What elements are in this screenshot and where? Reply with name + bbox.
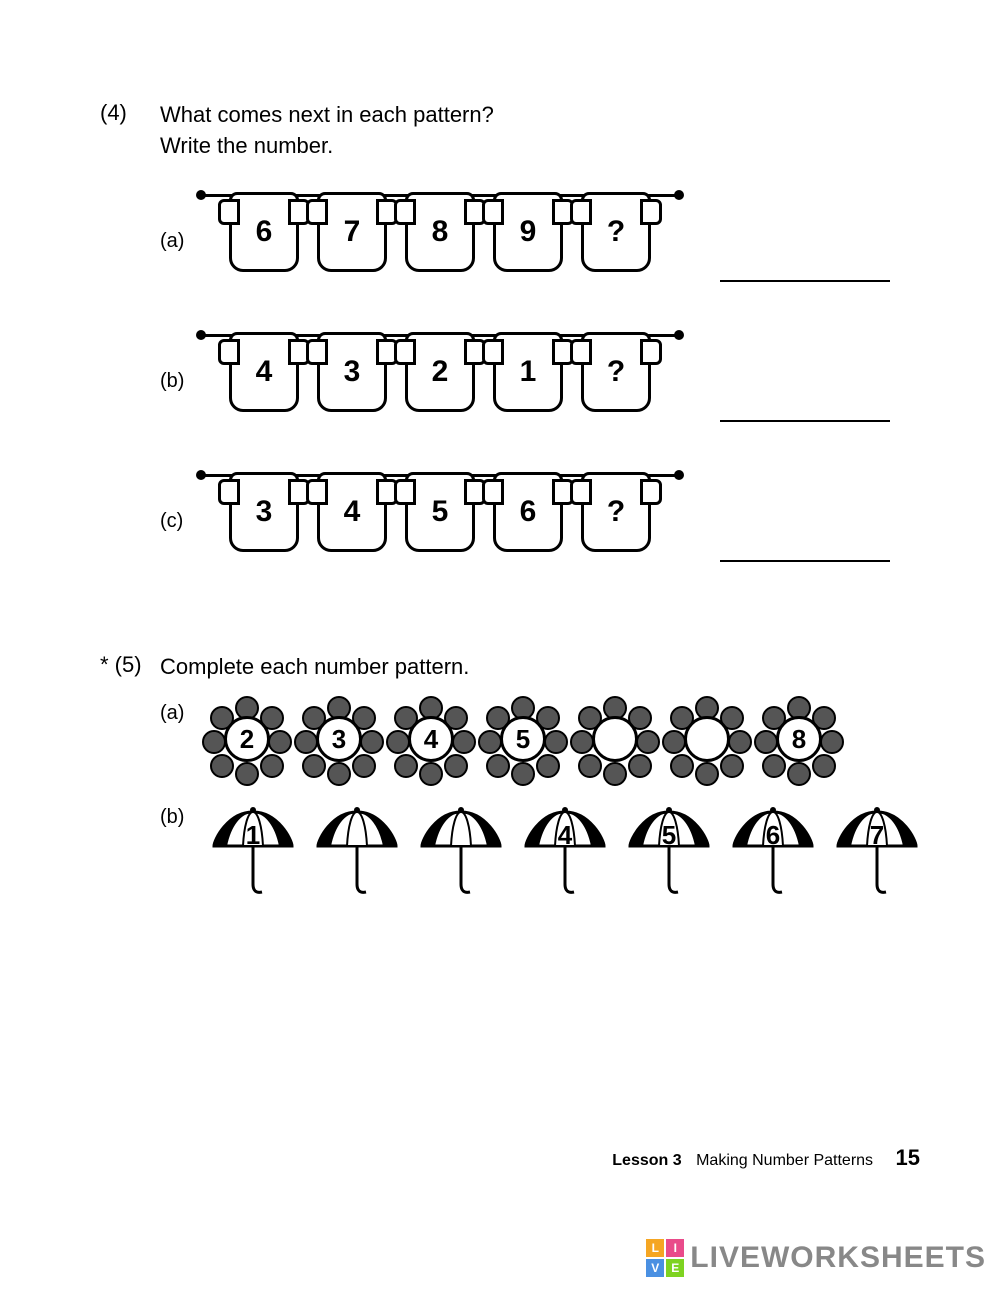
umbrella-icon: 1: [210, 806, 296, 896]
answer-blank-c[interactable]: [720, 532, 890, 562]
umbrella-number: 7: [870, 820, 884, 851]
shirt: 1: [493, 332, 563, 412]
q4-row-c: (c) 3 4 5 6 ?: [160, 462, 940, 582]
page-number: 15: [896, 1145, 920, 1170]
shirt: 4: [229, 332, 299, 412]
question-4: (4) What comes next in each pattern? Wri…: [100, 100, 940, 602]
umbrella-icon[interactable]: [418, 806, 504, 896]
question-4-prompt: What comes next in each pattern? Write t…: [160, 100, 940, 162]
flower-icon[interactable]: [578, 702, 652, 776]
q5-a-label: (a): [160, 702, 200, 725]
umbrella-icon: 4: [522, 806, 608, 896]
umbrella-icon: 5: [626, 806, 712, 896]
umbrella-icon[interactable]: [314, 806, 400, 896]
shirt: 6: [493, 472, 563, 552]
question-5: * (5) Complete each number pattern. (a) …: [100, 652, 940, 917]
q4-prompt-line1: What comes next in each pattern?: [160, 102, 494, 127]
answer-blank-a[interactable]: [720, 252, 890, 282]
umbrella-number: 5: [662, 820, 676, 851]
umbrella-number: 4: [558, 820, 572, 851]
flower-icon: 4: [394, 702, 468, 776]
clothesline-c: 3 4 5 6 ?: [200, 462, 680, 582]
q4-row-a: (a) 6 7 8 9 ?: [160, 182, 940, 302]
q4-a-label: (a): [160, 230, 200, 253]
shirt: 9: [493, 192, 563, 272]
shirt: 8: [405, 192, 475, 272]
umbrella-number: 6: [766, 820, 780, 851]
q5-row-b: (b) 1: [160, 806, 940, 896]
flower-icon: 2: [210, 702, 284, 776]
flower-icon: 3: [302, 702, 376, 776]
umbrella-number: 1: [246, 820, 260, 851]
question-number-4: (4): [100, 100, 160, 602]
shirt: 5: [405, 472, 475, 552]
flower-icon: 5: [486, 702, 560, 776]
q4-c-label: (c): [160, 510, 200, 533]
page-footer: Lesson 3 Making Number Patterns 15: [612, 1145, 920, 1171]
shirt: ?: [581, 472, 651, 552]
umbrella-icon: 7: [834, 806, 920, 896]
flower-row: 2345 8: [210, 702, 836, 776]
shirt: 3: [229, 472, 299, 552]
flower-icon[interactable]: [670, 702, 744, 776]
answer-blank-b[interactable]: [720, 392, 890, 422]
clothesline-b: 4 3 2 1 ?: [200, 322, 680, 442]
shirt: 7: [317, 192, 387, 272]
watermark-logo-icon: L I V E: [646, 1239, 684, 1277]
lesson-title: Making Number Patterns: [696, 1152, 873, 1169]
shirt: 6: [229, 192, 299, 272]
q5-row-a: (a) 2345 8: [160, 702, 940, 776]
shirt: 4: [317, 472, 387, 552]
umbrella-icon: 6: [730, 806, 816, 896]
watermark-text: LIVEWORKSHEETS: [690, 1241, 986, 1275]
lesson-label: Lesson 3: [612, 1152, 681, 1169]
question-number-5: * (5): [100, 652, 160, 917]
shirt: 3: [317, 332, 387, 412]
q4-row-b: (b) 4 3 2 1 ?: [160, 322, 940, 442]
question-4-body: What comes next in each pattern? Write t…: [160, 100, 940, 602]
question-5-prompt: Complete each number pattern.: [160, 652, 940, 683]
shirt: ?: [581, 332, 651, 412]
question-5-body: Complete each number pattern. (a) 23458 …: [160, 652, 940, 917]
q5-b-label: (b): [160, 806, 200, 829]
shirt: 2: [405, 332, 475, 412]
watermark: L I V E LIVEWORKSHEETS: [646, 1239, 986, 1277]
q4-b-label: (b): [160, 370, 200, 393]
q4-prompt-line2: Write the number.: [160, 133, 333, 158]
shirt: ?: [581, 192, 651, 272]
clothesline-a: 6 7 8 9 ?: [200, 182, 680, 302]
umbrella-row: 1 4: [210, 806, 920, 896]
flower-icon: 8: [762, 702, 836, 776]
